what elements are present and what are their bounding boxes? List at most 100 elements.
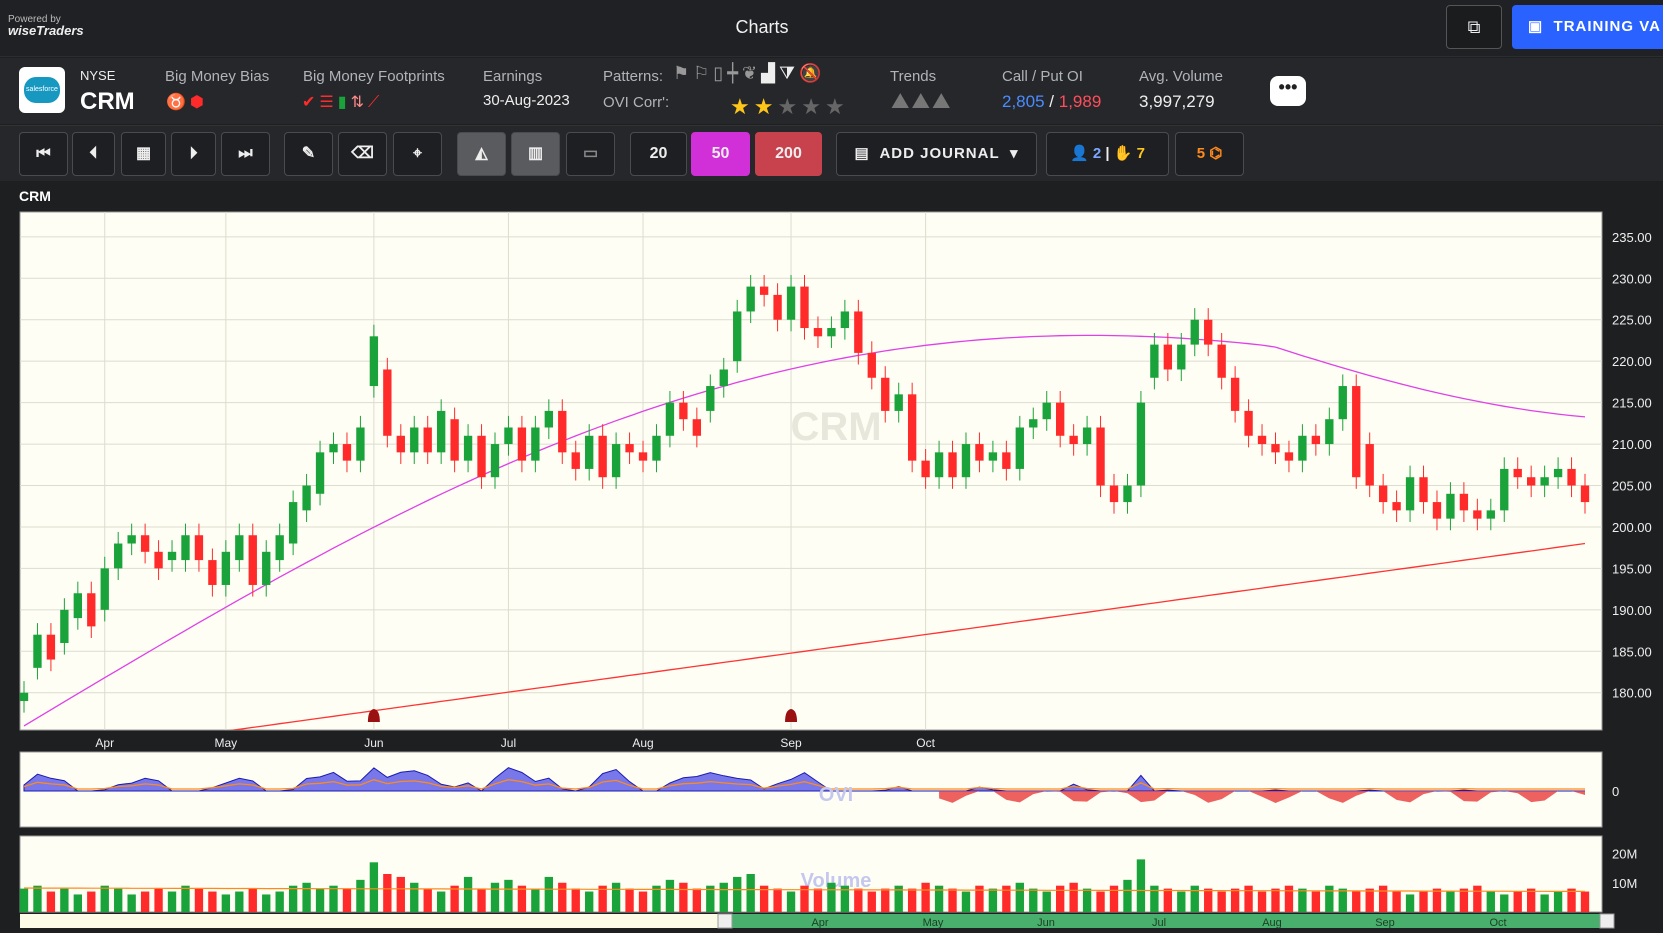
candle-body xyxy=(773,294,782,320)
candle-body xyxy=(840,311,850,329)
powered-by-label: Powered by xyxy=(8,14,61,25)
trend-short-icon[interactable]: ⛰ xyxy=(891,88,912,113)
candle-body xyxy=(1002,452,1011,469)
jump-start-button[interactable]: ⏮ xyxy=(19,132,68,176)
navigator-window xyxy=(730,914,1610,928)
volume-bar xyxy=(1257,891,1267,912)
candle-body xyxy=(1513,468,1522,478)
crosshair-button[interactable]: ⌖ xyxy=(393,132,442,176)
volume-bar xyxy=(1473,885,1482,912)
restore-window-button[interactable]: ⧉ xyxy=(1446,5,1502,49)
month-label: Aug xyxy=(632,736,653,750)
navigator-month-label: Sep xyxy=(1375,917,1395,929)
volume-bar xyxy=(167,891,177,912)
candle-body xyxy=(638,452,648,461)
brand-logo[interactable]: wiseTraders xyxy=(8,23,84,38)
volume-bar xyxy=(1096,891,1105,912)
draw-button[interactable]: ✎ xyxy=(284,132,333,176)
candle-body xyxy=(1298,435,1307,461)
checkmark-icon[interactable]: ✔ xyxy=(302,94,320,111)
bear-icon[interactable]: ⬢ xyxy=(189,94,208,111)
sma-200-line xyxy=(229,542,1586,730)
candle-body xyxy=(288,502,298,544)
add-journal-button[interactable]: ▤ ADD JOURNAL ▾ xyxy=(836,132,1037,176)
volume-bar xyxy=(665,879,675,912)
histogram-icon[interactable]: ▟ xyxy=(761,63,779,83)
candle-body xyxy=(611,444,621,478)
trend-chart-icon[interactable]: ⟋ xyxy=(367,94,384,111)
filter-icon[interactable]: ⧩ xyxy=(778,63,800,83)
volume-bar xyxy=(154,888,163,912)
volume-bar xyxy=(1177,891,1186,912)
volume-bar xyxy=(1029,888,1038,912)
volume-bar xyxy=(1069,882,1078,912)
eraser-button[interactable]: ⌫ xyxy=(338,132,387,176)
step-forward-button[interactable]: ⏵ xyxy=(171,132,216,176)
candle-body xyxy=(1029,419,1038,428)
candle-pattern-icon[interactable]: ┿ xyxy=(727,63,743,83)
bar-pattern-icon[interactable]: ▯ xyxy=(713,63,728,83)
volume-bar xyxy=(1284,885,1294,912)
candle-body xyxy=(1419,477,1428,503)
volume-bars-icon[interactable]: ▮ xyxy=(337,94,351,111)
social-stats-button[interactable]: 👤 2 | ✋ 7 xyxy=(1046,132,1169,176)
candle-body xyxy=(100,568,109,610)
trend-long-icon[interactable]: ⛰ xyxy=(931,88,953,113)
ma-50-button[interactable]: 50 xyxy=(691,132,750,176)
volume-bar xyxy=(759,885,769,912)
volume-bar xyxy=(786,891,796,912)
pennant-icon[interactable]: ⚐ xyxy=(693,63,714,83)
calendar-button[interactable]: ▦ xyxy=(121,132,166,176)
ma-200-button[interactable]: 200 xyxy=(755,132,822,176)
volume-bar xyxy=(1567,888,1576,912)
arrows-icon[interactable]: ⇅ xyxy=(350,94,368,111)
training-button[interactable]: ▣ TRAINING VA xyxy=(1512,5,1663,49)
indicator-button[interactable]: ▭ xyxy=(566,132,615,176)
step-back-button[interactable]: ⏴ xyxy=(72,132,115,176)
volume-bar xyxy=(73,894,82,912)
bull-icon[interactable]: ♉ xyxy=(166,94,190,111)
ma-20-button[interactable]: 20 xyxy=(630,132,687,176)
y-tick-label: 190.00 xyxy=(1612,603,1652,618)
candle-body xyxy=(921,460,930,478)
candle-body xyxy=(315,452,325,494)
chart-toolbar: ⏮ ⏴ ▦ ⏵ ⏭ ✎ ⌫ ⌖ ◭ ▥ ▭ 20 50 200 ▤ ADD JO… xyxy=(0,125,1663,181)
training-label: TRAINING VA xyxy=(1553,18,1661,35)
leaf-icon[interactable]: ❦ xyxy=(742,63,762,83)
candle-body xyxy=(1365,444,1374,486)
volume-bar xyxy=(140,891,150,912)
candle-body xyxy=(571,452,580,469)
navigator-handle-right xyxy=(1599,913,1615,929)
area-chart-button[interactable]: ◭ xyxy=(457,132,506,176)
put-oi-value: 1,989 xyxy=(1058,92,1102,111)
bars-icon[interactable]: ☰ xyxy=(319,94,338,111)
bar-chart-button[interactable]: ▥ xyxy=(511,132,560,176)
trend-mid-icon[interactable]: ⛰ xyxy=(911,88,932,113)
handshake-icon: ✋ xyxy=(1113,145,1133,162)
candle-body xyxy=(194,535,204,561)
restore-window-icon: ⧉ xyxy=(1467,17,1481,37)
volume-bar xyxy=(1553,891,1563,912)
volume-bar xyxy=(19,888,29,912)
watchers-button[interactable]: 5 ⌬ xyxy=(1175,132,1244,176)
jump-end-button[interactable]: ⏭ xyxy=(221,132,270,176)
candle-body xyxy=(544,410,553,428)
bar-separator: | xyxy=(1105,145,1110,162)
call-put-separator: / xyxy=(1049,92,1055,111)
volume-bar xyxy=(235,891,244,912)
avg-volume-label: Avg. Volume xyxy=(1139,68,1223,85)
volume-bar xyxy=(558,882,567,912)
flag-icon[interactable]: ⚑ xyxy=(673,63,694,83)
volume-bar xyxy=(867,891,876,912)
candle-body xyxy=(800,286,809,329)
volume-bar xyxy=(181,885,190,912)
navigator-month-label: Apr xyxy=(811,917,828,929)
volume-bar xyxy=(975,885,984,912)
chat-button[interactable]: ••• xyxy=(1270,76,1306,106)
volume-bar xyxy=(1405,894,1415,912)
ovi-label: OVI xyxy=(819,784,853,806)
month-label: Sep xyxy=(780,736,802,750)
candle-body xyxy=(1284,452,1294,461)
volume-bar xyxy=(87,891,96,912)
bell-off-icon[interactable]: 🔕 xyxy=(799,63,826,83)
